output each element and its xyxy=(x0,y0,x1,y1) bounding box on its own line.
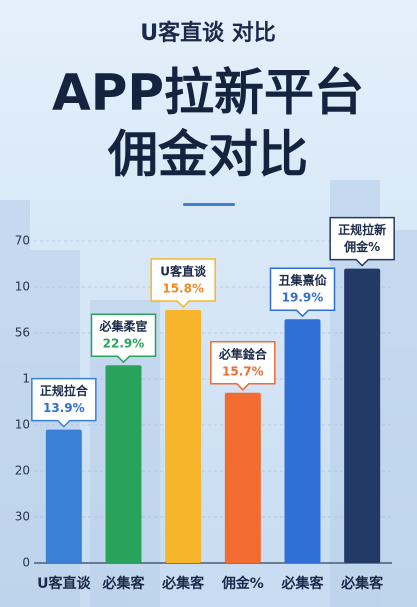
callout-text: 15.7% xyxy=(222,364,264,378)
callout-text: 15.8% xyxy=(162,282,204,296)
x-tick-label: 必集客 xyxy=(102,575,146,592)
y-tick-label: 20 xyxy=(15,464,30,478)
title-line: APP拉新平台 xyxy=(52,64,364,122)
bar xyxy=(224,392,261,563)
callout-text: 19.9% xyxy=(282,291,324,305)
callout: 丑集熹佡 19.9% xyxy=(269,267,336,318)
y-tick-label: 56 xyxy=(15,326,30,340)
divider xyxy=(183,203,235,206)
bar xyxy=(105,365,142,563)
callout: 必集柔宦 22.9% xyxy=(90,313,157,364)
bar xyxy=(165,310,202,563)
title-line: 佣金对比 xyxy=(107,126,308,184)
y-tick-label: 30 xyxy=(15,510,30,524)
callout-title: 正规拉新 xyxy=(338,222,386,237)
callout-box xyxy=(210,341,276,391)
bar xyxy=(344,268,381,563)
x-tick-label: U客直谈 xyxy=(37,575,91,592)
callout-title: 正规拉合 xyxy=(40,383,89,398)
subtitle: U客直谈 对比 xyxy=(140,20,276,46)
callout-title: 丑集熹佡 xyxy=(278,273,326,288)
x-tick-label: 必集客 xyxy=(161,575,205,592)
callout-box xyxy=(90,313,157,364)
callout-box xyxy=(31,377,97,428)
y-tick-label: 70 xyxy=(15,234,30,248)
callout-title: 必隼鍂合 xyxy=(218,346,268,361)
y-tick-label: 1 xyxy=(22,372,30,386)
callout-box xyxy=(329,216,395,267)
callout-text: 22.9% xyxy=(103,337,145,351)
y-tick-label: 10 xyxy=(15,280,30,294)
callout-box xyxy=(150,258,216,309)
y-tick-label: 10 xyxy=(15,418,30,432)
callout-text: 佣金% xyxy=(343,239,380,254)
bar xyxy=(45,429,82,563)
callout: 正规拉合 13.9% xyxy=(31,377,97,428)
callout: 必隼鍂合 15.7% xyxy=(210,341,276,391)
x-tick-label: 必集客 xyxy=(340,575,384,592)
callout: U客直谈 15.8% xyxy=(150,258,216,309)
callout-box xyxy=(269,267,336,318)
callout-text: 13.9% xyxy=(43,401,85,415)
bar xyxy=(284,319,321,563)
x-tick-label: 必集客 xyxy=(281,575,325,592)
callout-title: 必集柔宦 xyxy=(98,319,147,334)
y-tick-label: 0 xyxy=(22,556,30,570)
callout-title: U客直谈 xyxy=(160,264,207,279)
x-tick-label: 佣金% xyxy=(221,575,264,592)
